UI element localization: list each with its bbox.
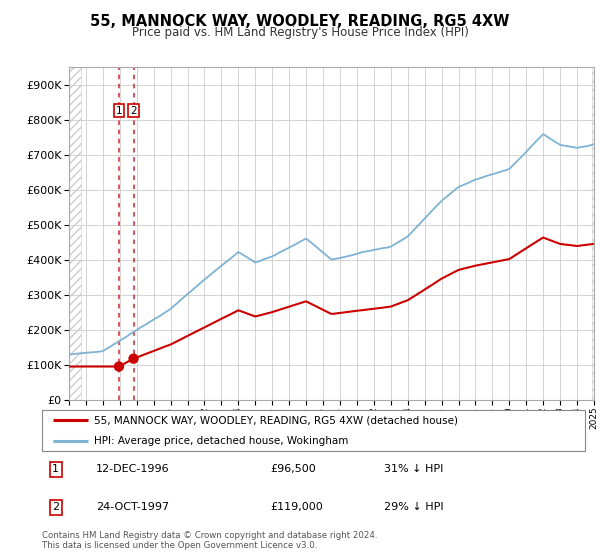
Text: HPI: Average price, detached house, Wokingham: HPI: Average price, detached house, Woki… xyxy=(94,436,348,446)
Text: Contains HM Land Registry data © Crown copyright and database right 2024.
This d: Contains HM Land Registry data © Crown c… xyxy=(42,531,377,550)
Text: Price paid vs. HM Land Registry's House Price Index (HPI): Price paid vs. HM Land Registry's House … xyxy=(131,26,469,39)
Point xyxy=(129,354,139,363)
Text: £96,500: £96,500 xyxy=(270,464,316,474)
Text: 29% ↓ HPI: 29% ↓ HPI xyxy=(384,502,444,512)
Text: 2: 2 xyxy=(52,502,59,512)
FancyBboxPatch shape xyxy=(42,410,585,451)
Text: 55, MANNOCK WAY, WOODLEY, READING, RG5 4XW: 55, MANNOCK WAY, WOODLEY, READING, RG5 4… xyxy=(91,14,509,29)
Text: 31% ↓ HPI: 31% ↓ HPI xyxy=(384,464,443,474)
Text: 55, MANNOCK WAY, WOODLEY, READING, RG5 4XW (detached house): 55, MANNOCK WAY, WOODLEY, READING, RG5 4… xyxy=(94,415,458,425)
Text: 12-DEC-1996: 12-DEC-1996 xyxy=(97,464,170,474)
Point xyxy=(114,362,124,371)
Text: 1: 1 xyxy=(116,105,122,115)
Text: 1: 1 xyxy=(52,464,59,474)
Text: 24-OCT-1997: 24-OCT-1997 xyxy=(97,502,169,512)
Text: £119,000: £119,000 xyxy=(270,502,323,512)
Text: 2: 2 xyxy=(130,105,137,115)
